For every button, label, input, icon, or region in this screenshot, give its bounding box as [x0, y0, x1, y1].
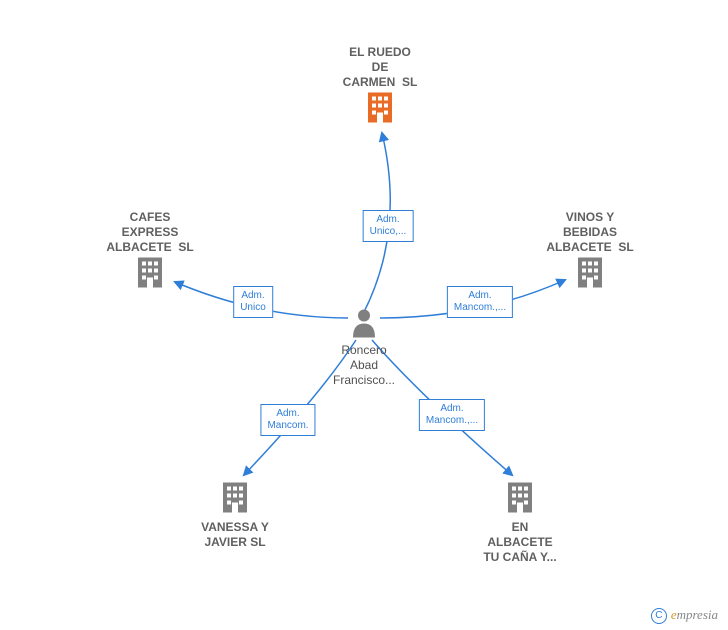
node-label: EN ALBACETE TU CAÑA Y... [483, 520, 556, 565]
node-label: VINOS Y BEBIDAS ALBACETE SL [546, 210, 633, 255]
edge-label: Adm. Mancom.,... [419, 399, 485, 431]
node-label: CAFES EXPRESS ALBACETE SL [106, 210, 193, 255]
center-node-label: Roncero Abad Francisco... [333, 343, 395, 388]
edge-label: Adm. Unico,... [363, 210, 414, 242]
node-label: VANESSA Y JAVIER SL [201, 520, 269, 550]
building-icon [364, 91, 396, 130]
building-icon [134, 256, 166, 295]
node-label: EL RUEDO DE CARMEN SL [343, 45, 418, 90]
edge-label: Adm. Unico [233, 286, 273, 318]
watermark-brand-rest: mpresia [677, 607, 718, 622]
edge-label: Adm. Mancom.,... [447, 286, 513, 318]
copyright-icon: C [651, 608, 667, 624]
watermark: Cempresia [651, 607, 718, 624]
building-icon [219, 481, 251, 520]
edge-label: Adm. Mancom. [260, 404, 315, 436]
building-icon [504, 481, 536, 520]
building-icon [574, 256, 606, 295]
person-icon [351, 308, 377, 343]
